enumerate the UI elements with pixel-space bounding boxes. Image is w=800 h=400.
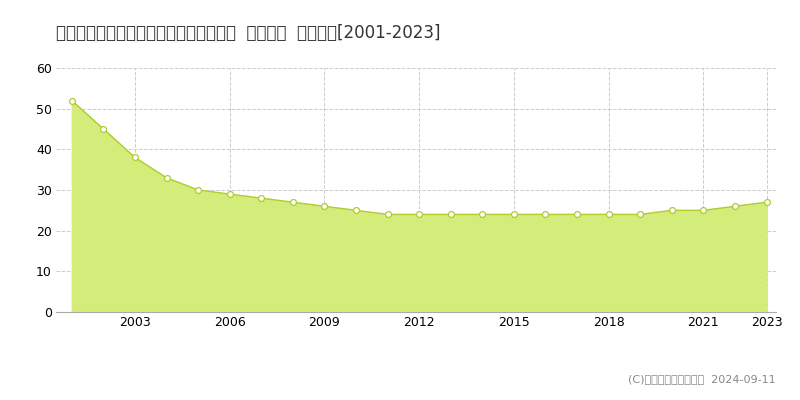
Point bbox=[255, 195, 268, 201]
Point bbox=[223, 191, 236, 197]
Point bbox=[350, 207, 362, 214]
Point bbox=[634, 211, 646, 218]
Point bbox=[129, 154, 142, 161]
Point bbox=[666, 207, 678, 214]
Point bbox=[697, 207, 710, 214]
Point bbox=[570, 211, 583, 218]
Point bbox=[444, 211, 457, 218]
Point bbox=[160, 174, 173, 181]
Text: (C)土地価格ドットコム  2024-09-11: (C)土地価格ドットコム 2024-09-11 bbox=[628, 374, 776, 384]
Point bbox=[476, 211, 489, 218]
Point bbox=[760, 199, 773, 206]
Point bbox=[413, 211, 426, 218]
Point bbox=[729, 203, 742, 210]
Point bbox=[539, 211, 552, 218]
Point bbox=[66, 97, 78, 104]
Point bbox=[192, 187, 205, 193]
Point bbox=[602, 211, 615, 218]
Point bbox=[318, 203, 331, 210]
Point bbox=[381, 211, 394, 218]
Point bbox=[507, 211, 520, 218]
Point bbox=[97, 126, 110, 132]
Point bbox=[286, 199, 299, 206]
Text: 兵庫県神戸市西区大津和３丁目４番７外  地価公示  地価推移[2001-2023]: 兵庫県神戸市西区大津和３丁目４番７外 地価公示 地価推移[2001-2023] bbox=[56, 24, 441, 42]
